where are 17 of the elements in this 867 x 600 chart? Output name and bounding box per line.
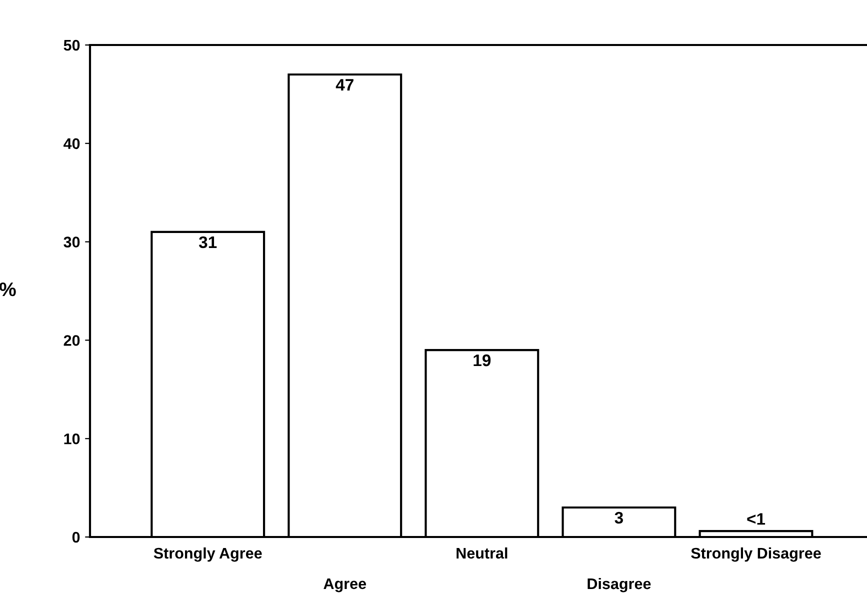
x-tick-label: Strongly Disagree xyxy=(691,547,821,562)
y-tick-label: 30 xyxy=(64,236,80,248)
y-tick-label: 0 xyxy=(72,532,80,543)
data-label: <1 xyxy=(747,513,766,525)
x-tick-label: Agree xyxy=(324,578,366,592)
data-label: 3 xyxy=(614,512,623,524)
x-tick-label: Disagree xyxy=(588,578,651,592)
y-tick-label: 50 xyxy=(64,40,80,51)
x-tick-label: Strongly Agree xyxy=(154,547,262,562)
data-label: 47 xyxy=(336,79,354,91)
data-label: 19 xyxy=(474,354,491,366)
y-tick-label: 20 xyxy=(64,335,80,346)
y-tick-label: 40 xyxy=(64,138,80,150)
y-tick-label: 10 xyxy=(64,433,80,444)
data-label: 31 xyxy=(198,236,217,248)
y-axis-title: % xyxy=(0,282,16,296)
x-tick-label: Neutral xyxy=(456,547,508,559)
